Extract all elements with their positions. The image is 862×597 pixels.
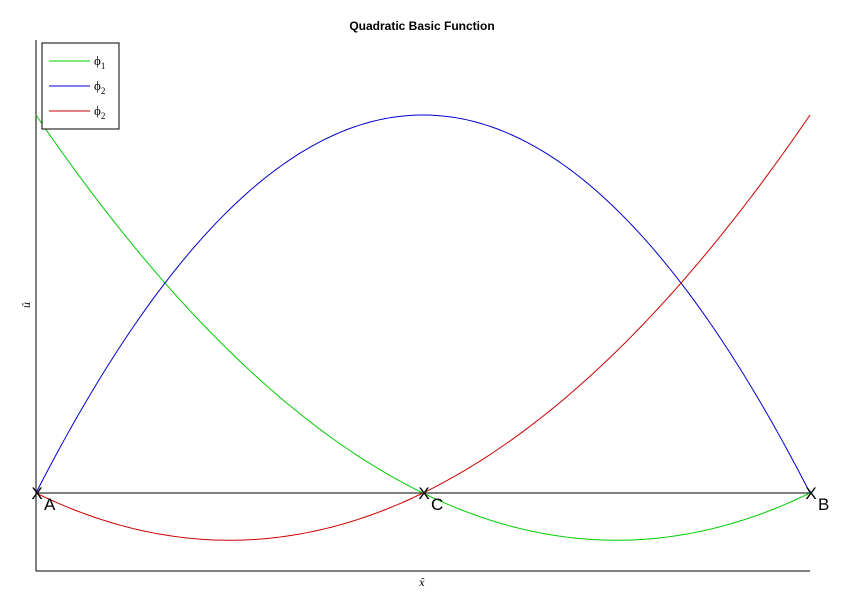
y-axis-label: ū <box>22 302 33 308</box>
series-group <box>35 114 811 541</box>
node-marker-a: X <box>31 484 42 503</box>
series-line-3 <box>35 114 811 541</box>
node-marker-b: X <box>805 484 816 503</box>
node-marker-c: X <box>418 484 429 503</box>
legend: ϕ1 ϕ2 ϕ2 <box>41 42 120 130</box>
legend-label-3: ϕ2 <box>94 103 105 121</box>
legend-label-1: ϕ1 <box>94 53 105 71</box>
x-axis-label: x̄ <box>419 578 425 589</box>
series-line-1 <box>35 114 811 541</box>
node-label-b: B <box>818 495 829 514</box>
series-line-2 <box>35 114 811 494</box>
axes <box>35 40 810 572</box>
chart-title: Quadratic Basic Function <box>349 19 494 33</box>
legend-label-2: ϕ2 <box>94 78 105 96</box>
node-label-c: C <box>431 495 443 514</box>
node-label-a: A <box>44 495 56 514</box>
